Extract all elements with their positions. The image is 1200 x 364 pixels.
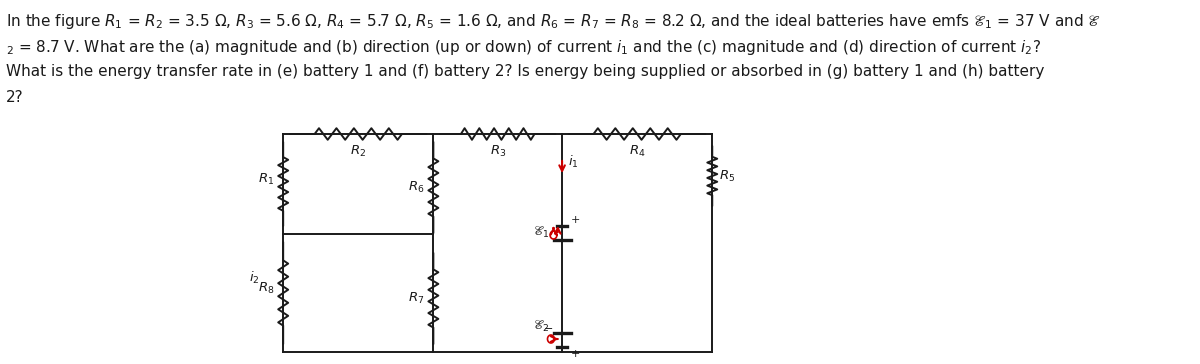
Text: $_2$ = 8.7 V. What are the (a) magnitude and (b) direction (up or down) of curre: $_2$ = 8.7 V. What are the (a) magnitude… [6,38,1042,57]
Text: $R_7$: $R_7$ [408,291,425,306]
Text: $R_3$: $R_3$ [490,144,506,159]
Text: $R_4$: $R_4$ [629,144,646,159]
Text: $R_5$: $R_5$ [719,169,736,183]
Text: $R_8$: $R_8$ [258,280,275,296]
Text: $-$: $-$ [542,322,553,332]
Text: $R_2$: $R_2$ [350,144,366,159]
Text: $+$: $+$ [570,214,580,225]
Text: $\mathscr{E}_2$: $\mathscr{E}_2$ [533,318,550,334]
Text: $R_1$: $R_1$ [258,171,275,187]
Text: $+$: $+$ [570,348,580,359]
Text: $R_6$: $R_6$ [408,180,425,195]
Text: What is the energy transfer rate in (e) battery 1 and (f) battery 2? Is energy b: What is the energy transfer rate in (e) … [6,64,1044,79]
Text: In the figure $R_1$ = $R_2$ = 3.5 $\Omega$, $R_3$ = 5.6 $\Omega$, $R_4$ = 5.7 $\: In the figure $R_1$ = $R_2$ = 3.5 $\Omeg… [6,12,1100,31]
Text: $i_1$: $i_1$ [568,154,578,170]
Text: 2?: 2? [6,90,24,105]
Text: $\mathscr{E}_1$: $\mathscr{E}_1$ [533,224,550,240]
Text: $i_2$: $i_2$ [248,270,259,286]
